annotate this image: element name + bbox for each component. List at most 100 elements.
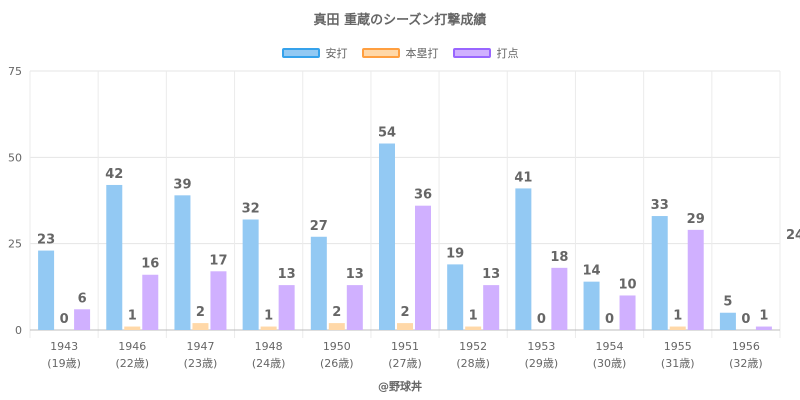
data-label: 0: [537, 312, 546, 327]
data-label: 2: [400, 305, 409, 320]
credit-label: @野球丼: [378, 380, 422, 393]
x-tick-sublabel: (24歳): [252, 357, 286, 370]
bar-打点: [619, 295, 636, 330]
bar-打点: [210, 271, 227, 330]
x-tick-sublabel: (26歳): [320, 357, 354, 370]
data-label: 13: [278, 267, 296, 282]
bar-安打: [38, 250, 55, 330]
bar-本塁打: [328, 323, 345, 330]
data-label: 32: [242, 201, 260, 216]
legend-label-rbi: 打点: [496, 47, 519, 60]
bar-安打: [719, 312, 736, 330]
data-label: 1: [673, 309, 682, 324]
bar-安打: [310, 236, 327, 330]
bar-本塁打: [669, 326, 686, 330]
data-label: 33: [651, 198, 669, 213]
bar-安打: [515, 188, 532, 330]
data-label: 13: [482, 267, 500, 282]
legend-label-hits: 安打: [325, 47, 348, 60]
legend-item-homeruns[interactable]: 本塁打: [361, 45, 439, 61]
data-label: 0: [605, 312, 614, 327]
y-tick-label: 25: [8, 238, 22, 251]
x-tick-label: 1953: [527, 340, 555, 353]
x-tick-label: 1951: [391, 340, 419, 353]
bar-本塁打: [465, 326, 482, 330]
data-label: 2: [332, 305, 341, 320]
data-label: 23: [37, 233, 55, 248]
x-tick-sublabel: (30歳): [593, 357, 627, 370]
data-label: 42: [105, 167, 123, 182]
bar-打点: [278, 285, 295, 330]
legend-item-rbi[interactable]: 打点: [452, 45, 519, 61]
data-label: 14: [582, 264, 600, 279]
bar-安打: [651, 216, 668, 330]
data-label: 27: [310, 219, 328, 234]
bar-安打: [242, 219, 259, 330]
x-tick-label: 1947: [186, 340, 214, 353]
data-label: 1: [128, 309, 137, 324]
x-tick-label: 1955: [664, 340, 692, 353]
bar-安打: [583, 281, 600, 330]
legend-swatch-rbi: [452, 48, 491, 58]
data-label: 1: [759, 309, 768, 324]
x-tick-sublabel: (22歳): [115, 357, 149, 370]
bar-安打: [447, 264, 464, 330]
legend-item-hits[interactable]: 安打: [281, 45, 348, 61]
chart-legend: 安打 本塁打 打点: [0, 45, 800, 61]
data-label: 39: [173, 177, 191, 192]
y-tick-label: 50: [8, 151, 22, 164]
bar-打点: [755, 326, 772, 330]
x-tick-label: 1943: [50, 340, 78, 353]
data-label: 41: [514, 170, 532, 185]
data-label: 19: [446, 246, 464, 261]
bar-打点: [551, 267, 568, 330]
x-tick-label: 1956: [732, 340, 760, 353]
x-tick-sublabel: (29歳): [525, 357, 559, 370]
x-tick-sublabel: (31歳): [661, 357, 695, 370]
data-label: 17: [209, 253, 227, 268]
bar-打点: [415, 205, 431, 330]
y-tick-label: 75: [8, 65, 22, 78]
x-tick-label: 1946: [118, 340, 146, 353]
data-label: 18: [550, 250, 568, 265]
bar-打点: [346, 285, 363, 330]
x-tick-sublabel: (32歳): [729, 357, 763, 370]
x-tick-sublabel: (23歳): [184, 357, 218, 370]
data-label: 13: [346, 267, 364, 282]
data-label: 2: [196, 305, 205, 320]
data-label: 0: [60, 312, 69, 327]
data-label: 54: [378, 126, 396, 141]
x-tick-label: 1950: [323, 340, 351, 353]
legend-swatch-hits: [281, 48, 320, 58]
x-tick-label: 1954: [596, 340, 624, 353]
data-label: 1: [264, 309, 273, 324]
data-label: 0: [741, 312, 750, 327]
x-tick-sublabel: (27歳): [388, 357, 422, 370]
bar-本塁打: [192, 323, 209, 330]
x-tick-label: 1948: [255, 340, 283, 353]
legend-label-homeruns: 本塁打: [405, 47, 439, 60]
x-tick-sublabel: (19歳): [47, 357, 81, 370]
data-label: 29: [687, 212, 705, 227]
bar-打点: [142, 274, 159, 330]
data-label: 10: [618, 277, 636, 292]
bar-安打: [174, 195, 191, 330]
data-label: 5: [723, 295, 732, 310]
data-label: 16: [141, 257, 159, 272]
bar-本塁打: [397, 323, 413, 330]
data-label: 1: [469, 309, 478, 324]
bar-安打: [106, 184, 123, 330]
y-tick-label: 0: [15, 324, 22, 337]
legend-swatch-homeruns: [361, 48, 400, 58]
bar-本塁打: [260, 326, 277, 330]
bar-打点: [74, 309, 91, 330]
bar-本塁打: [124, 326, 141, 330]
x-tick-label: 1952: [459, 340, 487, 353]
chart-title: 真田 重蔵のシーズン打撃成績: [313, 13, 487, 28]
bar-打点: [483, 285, 500, 330]
data-label: 6: [78, 291, 87, 306]
bar-安打: [379, 143, 395, 330]
bar-打点: [687, 229, 704, 330]
x-tick-sublabel: (28歳): [456, 357, 490, 370]
